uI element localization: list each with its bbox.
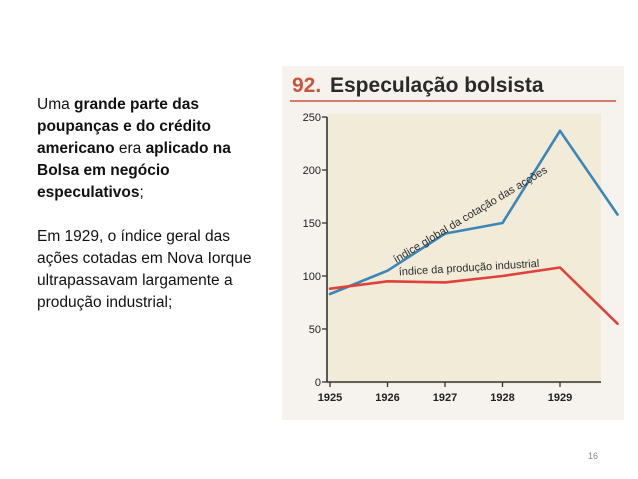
data-point	[329, 287, 331, 290]
figure-number: 92.	[292, 74, 321, 97]
data-point	[501, 275, 504, 277]
line-chart: 92. Especulação bolsista 0 50 100 150 200 250…	[290, 74, 619, 404]
data-point	[444, 232, 446, 235]
data-point	[616, 213, 619, 216]
paragraph-speculation: Uma grande parte das poupanças e do créd…	[37, 94, 263, 204]
x-tick-label: 1927	[433, 392, 457, 404]
y-tick-label: 150	[303, 218, 321, 230]
x-tick-label: 1926	[375, 392, 399, 404]
paragraph-run: grande parte das poupanças e do crédito …	[37, 96, 211, 157]
x-tick-label: 1928	[490, 392, 514, 404]
y-tick-label: 250	[303, 112, 321, 124]
paragraph-run: era	[114, 140, 146, 157]
y-tick-label: 0	[315, 377, 321, 389]
data-point	[501, 222, 504, 224]
data-point	[386, 269, 389, 272]
plot-area	[327, 114, 601, 384]
y-tick-label: 50	[309, 324, 321, 336]
slide-text: Uma grande parte das poupanças e do créd…	[37, 94, 263, 314]
x-tick-label: 1929	[548, 392, 572, 404]
chart-figure: 92. Especulação bolsista 0 50 100 150 200 250…	[282, 66, 624, 420]
paragraph-run: aplicado na Bolsa em negócio especulativ…	[37, 140, 231, 201]
y-tick-label: 200	[303, 165, 321, 177]
y-tick-label: 100	[303, 271, 321, 283]
paragraph-run: Uma	[37, 96, 75, 113]
slide-number: 16	[588, 451, 599, 461]
data-point	[559, 266, 561, 269]
series-line-stock-index	[328, 129, 619, 296]
x-tick-label: 1925	[318, 392, 342, 404]
data-point	[386, 280, 389, 283]
data-point	[329, 293, 331, 295]
paragraph-index-1929: Em 1929, o índice geral das ações cotada…	[37, 228, 252, 311]
data-point	[616, 322, 619, 325]
data-point	[559, 129, 561, 132]
chart-title: Especulação bolsista	[330, 74, 544, 97]
paragraph-run: ;	[139, 184, 144, 201]
series-line-industrial-production	[328, 266, 619, 326]
data-point	[444, 281, 446, 284]
